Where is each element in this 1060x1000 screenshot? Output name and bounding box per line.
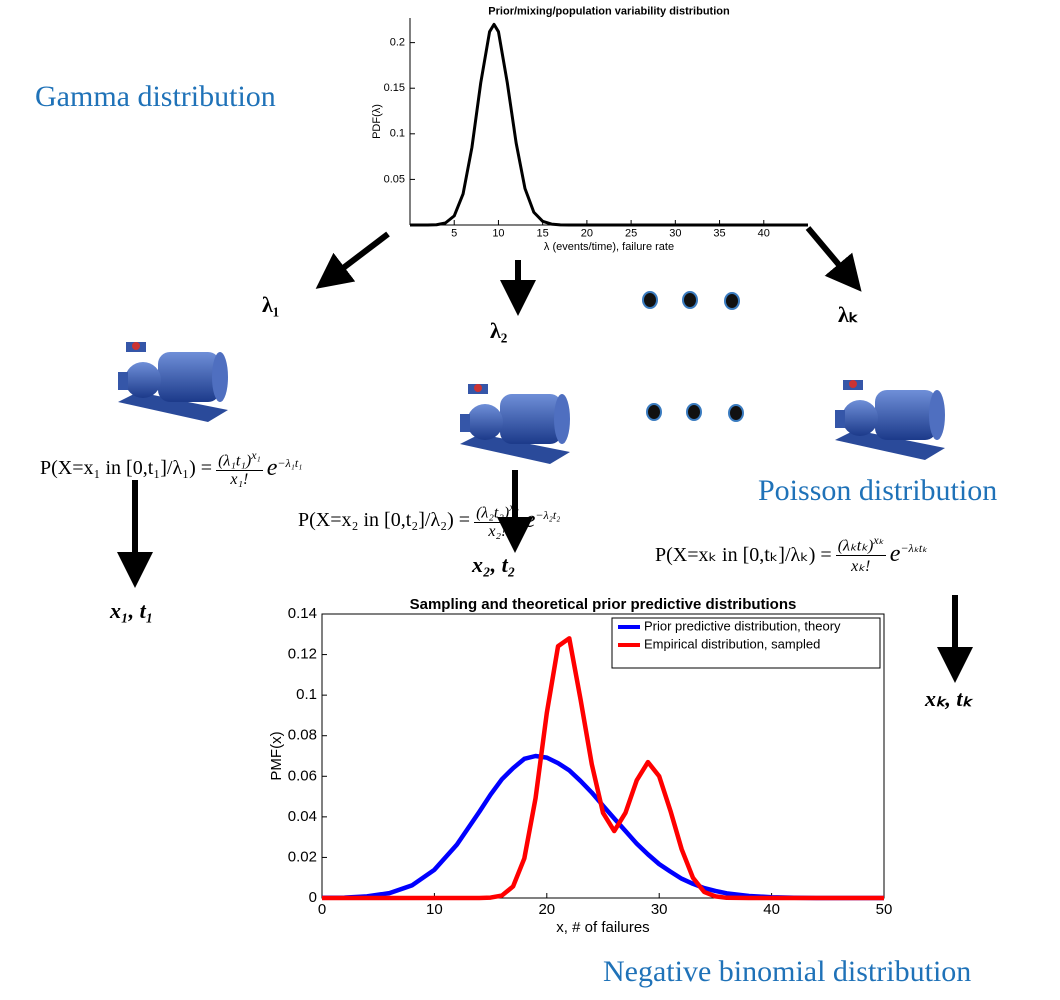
dot xyxy=(724,292,740,310)
negbin-label: Negative binomial distribution xyxy=(603,955,972,988)
pump-inlet xyxy=(118,372,128,390)
legend-label: Prior predictive distribution, theory xyxy=(644,618,841,633)
y-tick-label: 0.2 xyxy=(390,37,405,49)
x-tick-label: 20 xyxy=(581,228,593,240)
fraction: (λ₁t₁)x₁ x₁! xyxy=(216,448,263,489)
chart-title: Prior/mixing/population variability dist… xyxy=(488,5,730,17)
pump-icon xyxy=(835,380,945,460)
legend-box xyxy=(611,617,881,669)
data-line xyxy=(322,636,884,901)
pump-base xyxy=(118,392,228,422)
lambda-label: λₖ xyxy=(838,302,859,327)
exp-power: −λ₁t₁ xyxy=(277,456,303,470)
x-tick-label: 5 xyxy=(451,228,457,240)
formula: P(X=x₁ in [0,t₁]/λ₁) = (λ₁t₁)x₁ x₁! e −λ₁t… xyxy=(40,448,302,489)
numerator-power: xₖ xyxy=(873,533,884,547)
pump-flange xyxy=(132,342,140,350)
denominator: x₂! xyxy=(488,523,507,541)
y-axis-label: PMF(x) xyxy=(268,731,285,780)
denominator: x₁! xyxy=(230,471,249,489)
pump-motor-end xyxy=(212,352,228,402)
arrow xyxy=(805,226,862,292)
x-tick-label: 30 xyxy=(669,228,681,240)
poisson-label: Poisson distribution xyxy=(758,474,998,507)
plot-area xyxy=(410,18,808,225)
numerator: (λₖtₖ)xₖ xyxy=(835,533,886,557)
y-tick-label: 0 xyxy=(309,889,317,906)
x-tick-label: 0 xyxy=(318,901,326,918)
output-label: xₖ, tₖ xyxy=(925,686,972,711)
exp-base: e xyxy=(524,507,536,534)
data-line xyxy=(410,22,808,227)
y-tick-label: 0.12 xyxy=(288,646,317,663)
dot xyxy=(682,291,698,309)
x-tick-label: 10 xyxy=(426,901,443,918)
x-axis-label: λ (events/time), failure rate xyxy=(544,241,674,253)
formula-lhs: P(X=xₖ in [0,tₖ]/λₖ) = xyxy=(655,544,832,567)
y-tick-label: 0.14 xyxy=(288,605,317,622)
gamma-label: Gamma distribution xyxy=(35,80,276,113)
exp-power: −λ₂t₂ xyxy=(535,508,561,522)
y-tick-label: 0.04 xyxy=(288,808,317,825)
lambda-label: λ₁ xyxy=(262,292,280,317)
numerator-base: (λ₁t₁) xyxy=(218,452,252,470)
ellipsis-dots xyxy=(642,291,744,422)
y-tick-label: 0.02 xyxy=(288,848,317,865)
dot xyxy=(728,404,744,422)
x-tick-label: 30 xyxy=(651,901,668,918)
dot xyxy=(646,403,662,421)
output-label: x₁, t₁ xyxy=(110,598,154,623)
x-axis-label: x, # of failures xyxy=(556,919,649,936)
legend-label: Empirical distribution, sampled xyxy=(644,636,820,651)
y-tick-label: 0.15 xyxy=(384,82,405,94)
x-tick-label: 10 xyxy=(492,228,504,240)
numerator: (λ₁t₁)x₁ xyxy=(216,448,263,472)
y-tick-label: 0.06 xyxy=(288,767,317,784)
y-tick-label: 0.1 xyxy=(296,686,317,703)
exp-base: e xyxy=(889,541,901,568)
numerator-base: (λ₂t₂) xyxy=(476,504,510,522)
arrow xyxy=(315,231,390,289)
dot xyxy=(642,291,658,309)
y-tick-label: 0.05 xyxy=(384,173,405,185)
exp-base: e xyxy=(266,455,278,482)
output-label: x₂, t₂ xyxy=(472,552,516,577)
y-tick-label: 0.1 xyxy=(390,128,405,140)
formula-lhs: P(X=x₁ in [0,t₁]/λ₁) = xyxy=(40,457,213,480)
numerator: (λ₂t₂)x₂ xyxy=(474,500,521,524)
x-tick-label: 35 xyxy=(713,228,725,240)
x-tick-label: 20 xyxy=(538,901,555,918)
x-tick-label: 25 xyxy=(625,228,637,240)
formula: P(X=xₖ in [0,tₖ]/λₖ) = (λₖtₖ)xₖ xₖ! e −λₖt… xyxy=(655,533,927,576)
fraction: (λ₂t₂)x₂ x₂! xyxy=(474,500,521,541)
y-tick-label: 0.08 xyxy=(288,727,317,744)
numerator-base: (λₖtₖ) xyxy=(837,537,874,555)
x-tick-label: 50 xyxy=(876,901,893,918)
numerator-power: x₂ xyxy=(509,500,519,514)
y-axis-label: PDF(λ) xyxy=(371,104,383,139)
chart-title: Sampling and theoretical prior predictiv… xyxy=(410,596,797,613)
formula-lhs: P(X=x₂ in [0,t₂]/λ₂) = xyxy=(298,509,471,532)
pump-housing xyxy=(125,362,161,398)
pump-motor xyxy=(158,352,220,402)
fraction: (λₖtₖ)xₖ xₖ! xyxy=(835,533,886,576)
arrows xyxy=(117,226,973,683)
pump-icon xyxy=(118,342,228,422)
x-tick-label: 40 xyxy=(763,901,780,918)
lambda-label: λ₂ xyxy=(490,318,508,343)
pump-icon xyxy=(460,384,570,464)
numerator-power: x₁ xyxy=(251,448,261,462)
denominator: xₖ! xyxy=(851,558,871,576)
formula: P(X=x₂ in [0,t₂]/λ₂) = (λ₂t₂)x₂ x₂! e −λ₂t… xyxy=(298,500,560,541)
dot xyxy=(686,403,702,421)
x-tick-label: 15 xyxy=(537,228,549,240)
x-tick-label: 40 xyxy=(758,228,770,240)
exp-power: −λₖtₖ xyxy=(900,541,928,555)
